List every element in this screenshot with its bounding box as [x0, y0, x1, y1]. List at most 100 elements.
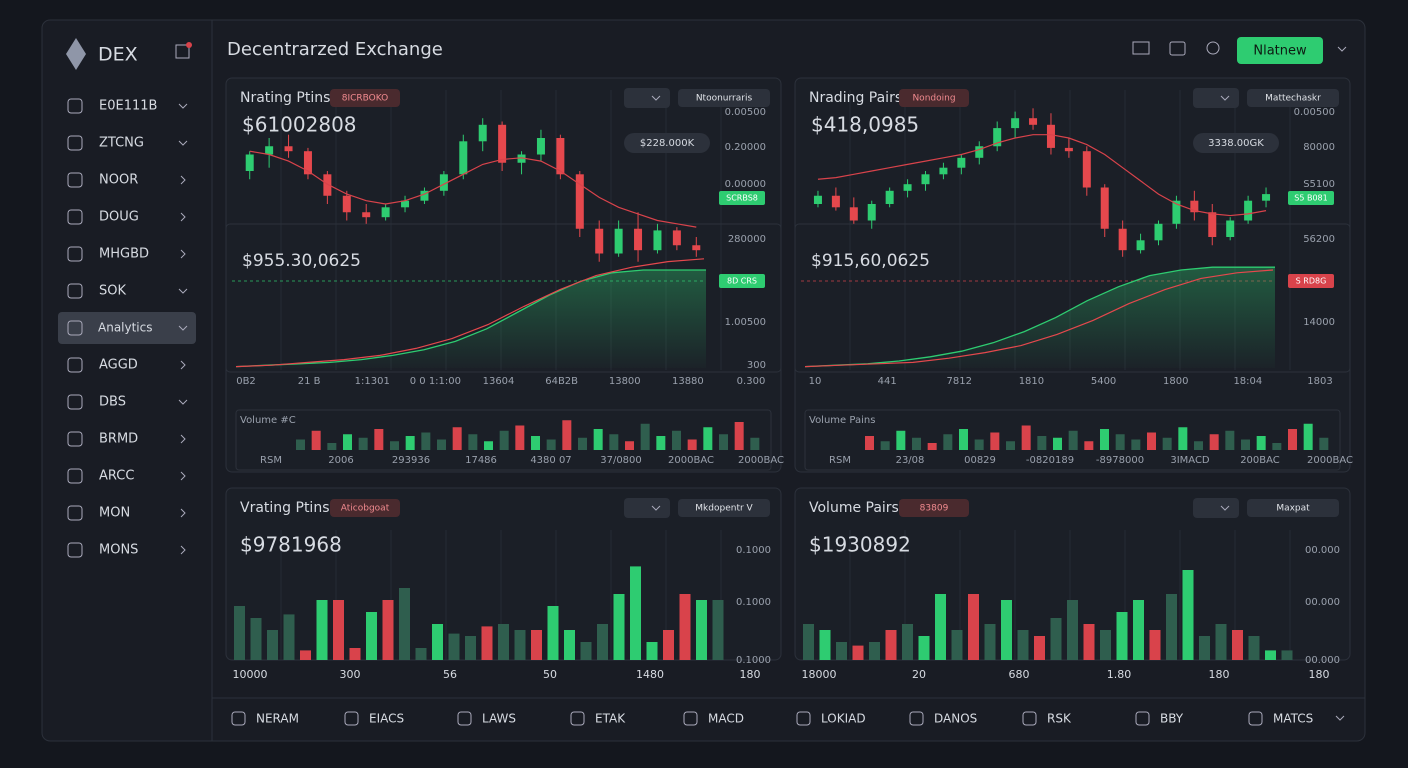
tool-label[interactable]: MATCS — [1273, 712, 1313, 726]
x-label: 1800 — [1163, 376, 1188, 387]
tool-icon[interactable] — [344, 711, 359, 726]
volume-bar — [452, 427, 462, 450]
x-label: 300 — [340, 668, 361, 681]
level-tag: S RD8G — [1296, 277, 1327, 286]
x-label: 50 — [543, 668, 557, 681]
interval-chevron[interactable] — [1220, 505, 1230, 511]
tool-label[interactable]: LOKIAD — [821, 712, 866, 726]
volume-bar — [300, 650, 311, 660]
tool-icon[interactable] — [1135, 711, 1150, 726]
x-label: 5400 — [1091, 376, 1116, 387]
nav-chevron[interactable] — [180, 508, 186, 518]
nav-label[interactable]: DBS — [99, 395, 126, 410]
nav-label[interactable]: SOK — [99, 284, 126, 299]
bell-icon[interactable] — [1206, 41, 1220, 55]
tool-label[interactable]: DANOS — [934, 712, 977, 726]
panel-badge: Aticobgoat — [341, 504, 390, 514]
volume-title: Volume #C — [240, 415, 296, 426]
volume-bar — [1083, 624, 1095, 660]
nav-label[interactable]: AGGD — [99, 358, 138, 373]
list-icon[interactable] — [1132, 41, 1150, 55]
toolbar-chevron[interactable] — [1335, 715, 1345, 721]
logo: DEX — [98, 44, 138, 66]
nav-chevron[interactable] — [180, 249, 186, 259]
x-label: 20 — [912, 668, 926, 681]
tool-label[interactable]: EIACS — [369, 712, 404, 726]
candle-body — [1154, 223, 1163, 241]
nav-label[interactable]: ZTCNG — [99, 136, 144, 151]
account-chevron[interactable] — [1337, 46, 1347, 52]
tool-icon[interactable] — [909, 711, 924, 726]
tool-label[interactable]: MACD — [708, 712, 744, 726]
wallet-icon[interactable] — [1169, 41, 1186, 56]
nav-chevron[interactable] — [180, 212, 186, 222]
nav-label[interactable]: E0E111B — [99, 99, 157, 114]
interval-select[interactable] — [1193, 498, 1239, 518]
volume-label: 37/0800 — [600, 455, 642, 466]
nav-label[interactable]: DOUG — [99, 210, 139, 225]
interval-chevron[interactable] — [651, 505, 661, 511]
nav-chevron[interactable] — [178, 140, 188, 146]
interval-chevron[interactable] — [651, 95, 661, 101]
volume-bar — [836, 642, 847, 660]
interval-select[interactable] — [624, 498, 670, 518]
interval-chevron[interactable] — [1220, 95, 1230, 101]
volume-bar — [1100, 429, 1109, 450]
candle-body — [420, 190, 429, 201]
volume-label: RSM — [260, 455, 282, 466]
level-tag: 8D CRS — [727, 277, 757, 286]
tool-label[interactable]: NERAM — [256, 712, 299, 726]
tool-icon[interactable] — [457, 711, 472, 726]
interval-select[interactable] — [624, 88, 670, 108]
tool-label[interactable]: ETAK — [595, 712, 626, 726]
x-label: 1803 — [1307, 376, 1332, 387]
volume-bar — [1017, 630, 1029, 660]
new-button-label[interactable]: Nlatnew — [1253, 44, 1307, 59]
tool-icon[interactable] — [1248, 711, 1263, 726]
tool-icon[interactable] — [1022, 711, 1037, 726]
volume-bar — [984, 624, 996, 660]
nav-label[interactable]: MHGBD — [99, 247, 149, 262]
nav-chevron[interactable] — [178, 325, 188, 331]
volume-bar — [1162, 437, 1172, 450]
candle-body — [595, 228, 604, 254]
nav-label[interactable]: Analytics — [98, 321, 153, 335]
volume-bar — [546, 439, 556, 450]
nav-chevron[interactable] — [178, 288, 188, 294]
tool-icon[interactable] — [796, 711, 811, 726]
nav-label[interactable]: ARCC — [99, 469, 134, 484]
tool-label[interactable]: LAWS — [482, 712, 516, 726]
volume-bar — [672, 430, 681, 450]
volume-label: RSM — [829, 455, 851, 466]
nav-chevron[interactable] — [178, 103, 188, 109]
axis-label: 1.00500 — [725, 317, 766, 328]
nav-label[interactable]: NOOR — [99, 173, 138, 188]
tool-label[interactable]: RSK — [1047, 712, 1072, 726]
axis-label: 0.00500 — [1294, 107, 1335, 118]
nav-chevron[interactable] — [180, 434, 186, 444]
nav-label[interactable]: BRMD — [99, 432, 138, 447]
nav-chevron[interactable] — [180, 175, 186, 185]
nav-chevron[interactable] — [180, 360, 186, 370]
nav-icon — [67, 172, 83, 188]
volume-bar — [1178, 427, 1188, 450]
tool-label[interactable]: BBY — [1160, 712, 1184, 726]
interval-select[interactable] — [1193, 88, 1239, 108]
nav-chevron[interactable] — [180, 471, 186, 481]
axis-label: 0.00000 — [725, 179, 766, 190]
volume-bar — [1034, 636, 1045, 660]
nav-chevron[interactable] — [178, 399, 188, 405]
nav-chevron[interactable] — [180, 545, 186, 555]
x-label: 7812 — [947, 376, 972, 387]
new-button[interactable] — [1237, 37, 1323, 64]
nav-label[interactable]: MON — [99, 506, 130, 521]
menu-icon[interactable] — [175, 44, 190, 59]
tool-icon[interactable] — [570, 711, 585, 726]
candle-body — [1064, 147, 1073, 152]
tool-icon[interactable] — [683, 711, 698, 726]
tool-icon[interactable] — [231, 711, 246, 726]
volume-bar — [374, 429, 384, 450]
nav-label[interactable]: MONS — [99, 543, 138, 558]
volume-bar — [593, 429, 603, 450]
candle-body — [653, 230, 662, 251]
